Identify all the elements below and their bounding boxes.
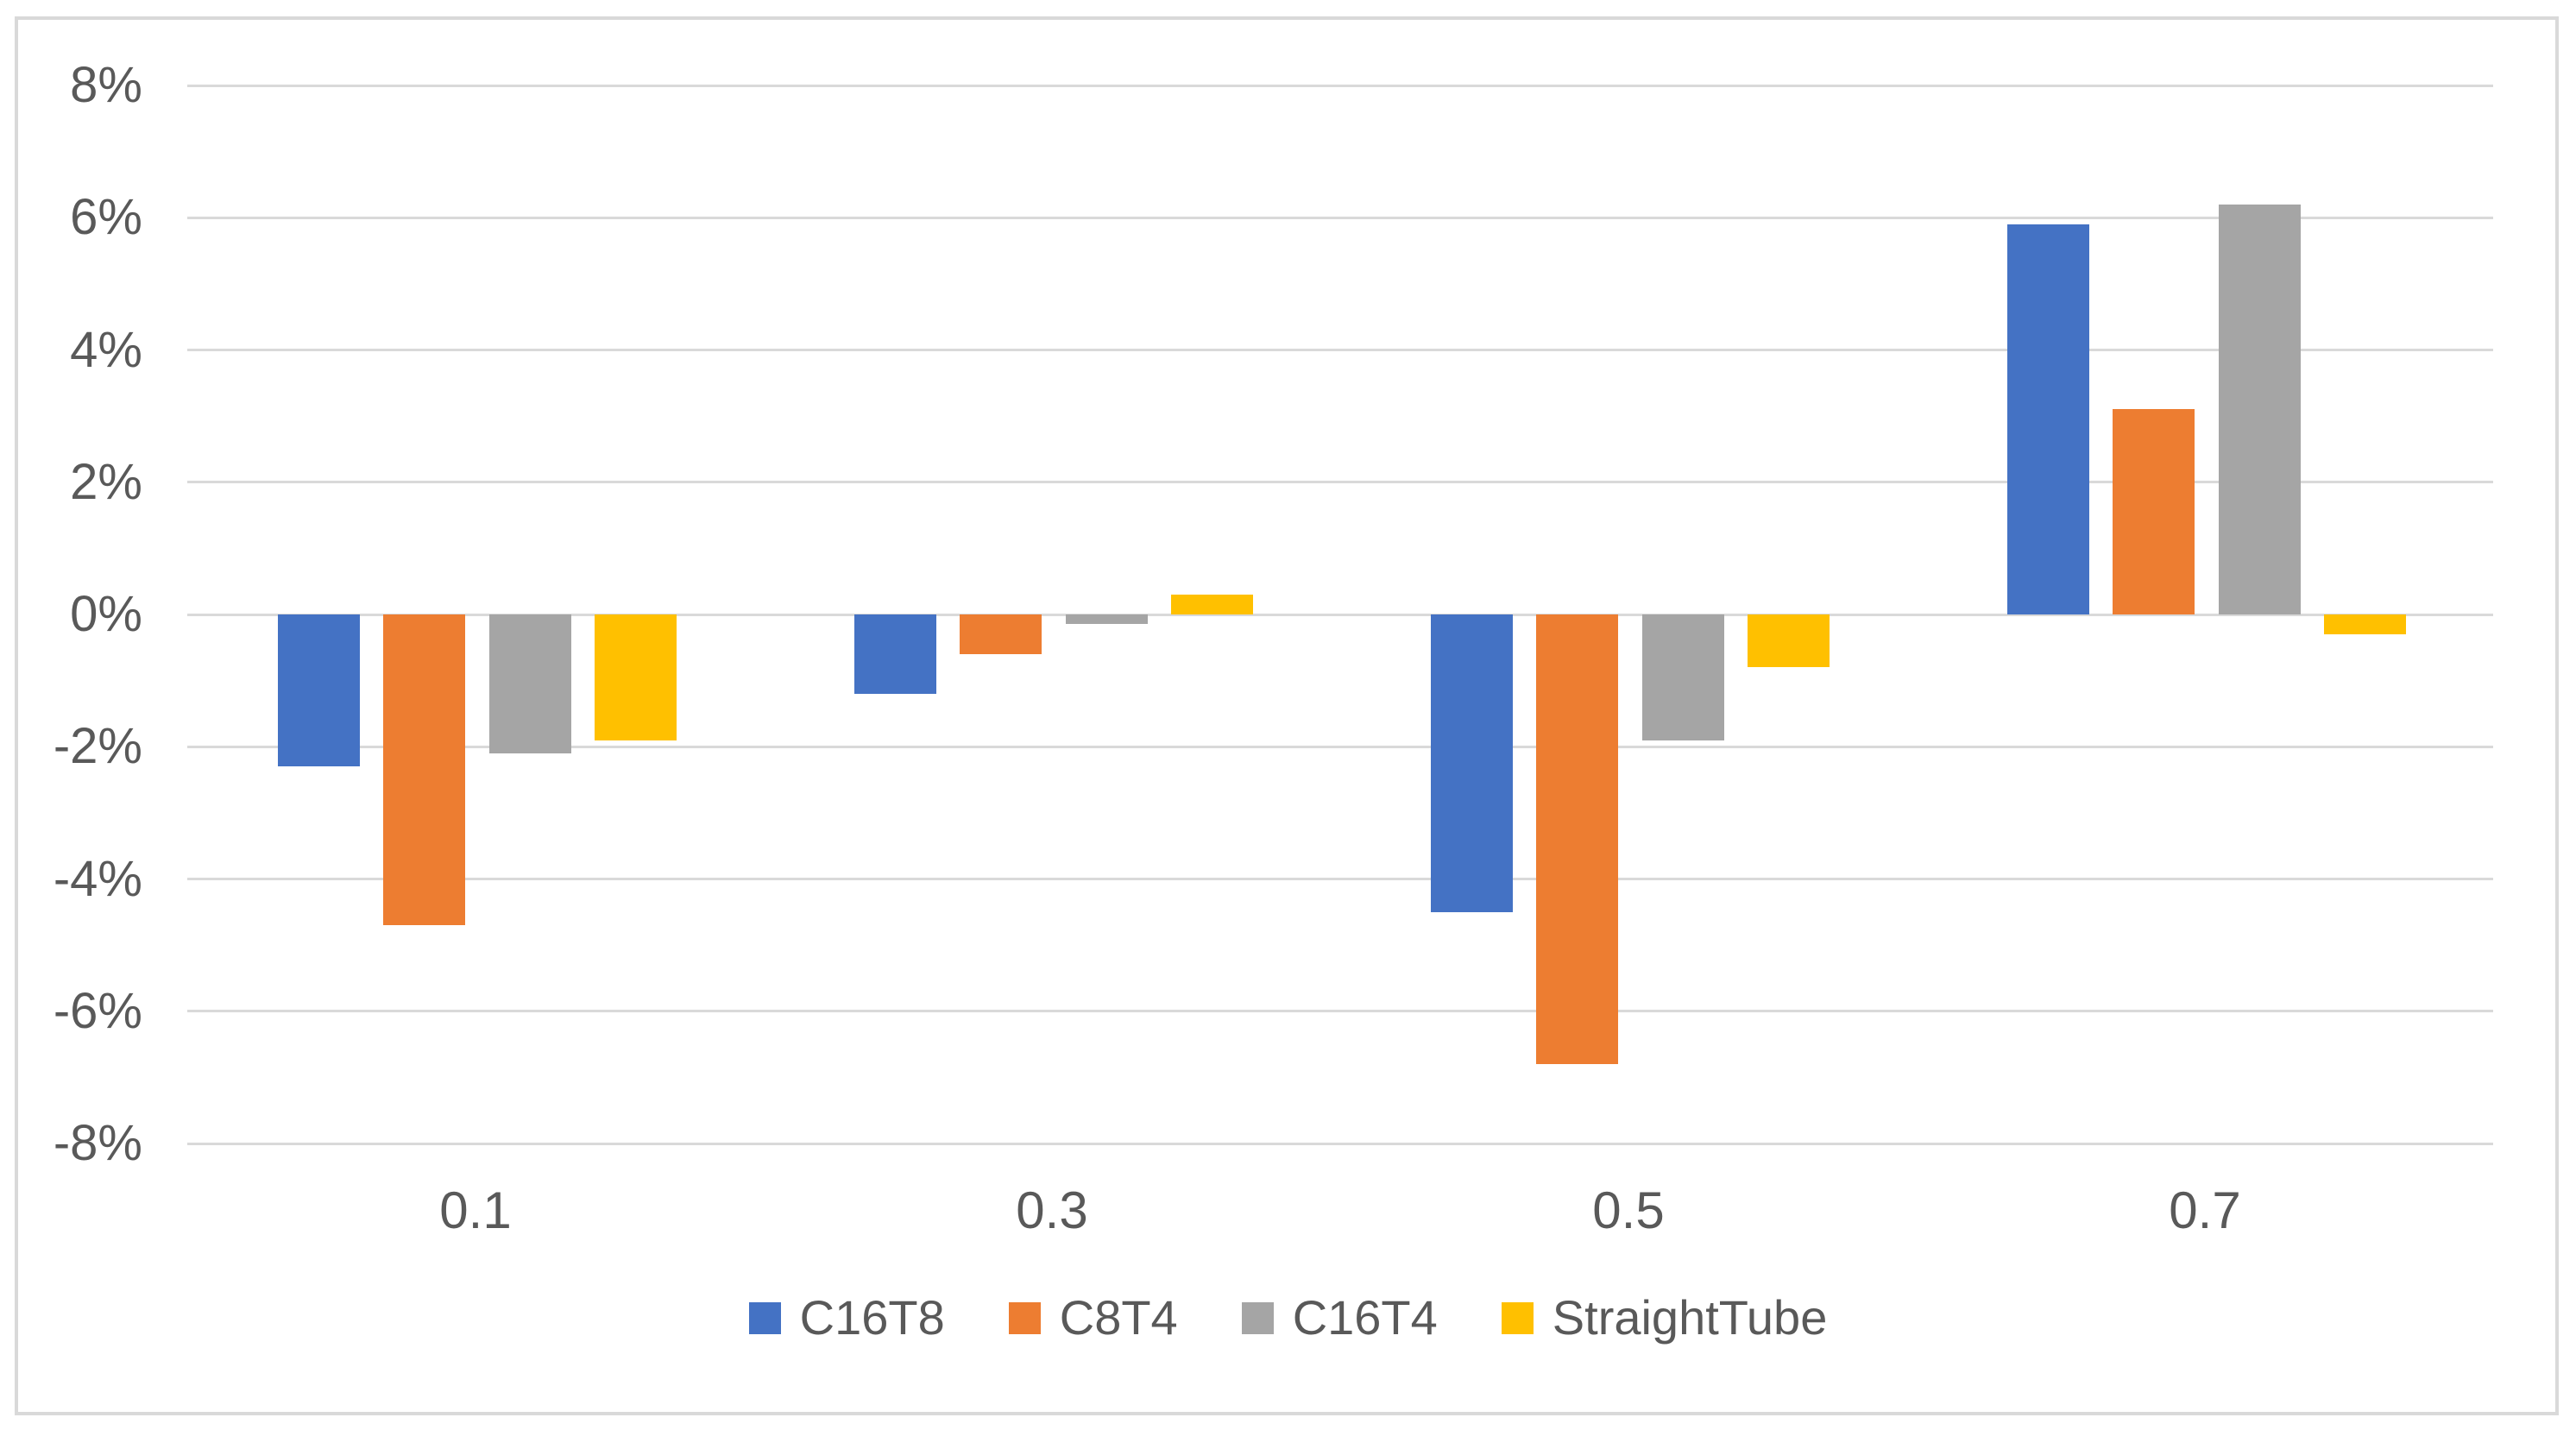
legend-item-C16T8: C16T8: [748, 1290, 945, 1345]
gridline--8pct: [187, 1142, 2493, 1145]
bar-C8T4-0.3: [960, 614, 1042, 654]
y-axis-tick-label: 2%: [70, 453, 142, 510]
bar-C16T8-0.1: [278, 614, 360, 767]
y-axis-tick-label: 4%: [70, 321, 142, 378]
y-axis-tick-label: 8%: [70, 57, 142, 113]
gridline-6pct: [187, 216, 2493, 219]
y-axis-tick-label: -8%: [53, 1115, 142, 1171]
bar-C8T4-0.1: [383, 614, 466, 926]
legend-item-C16T4: C16T4: [1241, 1290, 1438, 1345]
bar-C8T4-0.5: [1536, 614, 1619, 1065]
legend: C16T8 C8T4 C16T4 StraightTube: [0, 1290, 2576, 1345]
y-axis-tick-label: 0%: [70, 586, 142, 642]
x-axis-tick-label-0.3: 0.3: [1016, 1181, 1088, 1239]
legend-swatch-icon-C16T4: [1241, 1301, 1274, 1334]
bar-StraightTube-0.7: [2323, 614, 2406, 634]
legend-swatch-icon-StraightTube: [1501, 1301, 1534, 1334]
x-axis-tick-label-0.1: 0.1: [439, 1181, 512, 1239]
bar-C16T4-0.3: [1065, 614, 1148, 625]
legend-item-C8T4: C8T4: [1008, 1290, 1178, 1345]
bar-C16T4-0.1: [488, 614, 571, 753]
bar-C16T8-0.3: [854, 614, 936, 694]
gridline-2pct: [187, 481, 2493, 484]
legend-label-C16T8: C16T8: [799, 1290, 945, 1345]
bar-StraightTube-0.3: [1170, 595, 1253, 614]
legend-swatch-icon-C16T8: [748, 1301, 781, 1334]
bar-C16T4-0.5: [1641, 614, 1724, 740]
gridline--2pct: [187, 745, 2493, 748]
legend-label-C16T4: C16T4: [1292, 1290, 1438, 1345]
x-axis-tick-label-0.7: 0.7: [2169, 1181, 2241, 1239]
y-axis-tick-label: -6%: [53, 982, 142, 1039]
gridline--6pct: [187, 1010, 2493, 1013]
gridline-4pct: [187, 349, 2493, 351]
gridline--4pct: [187, 878, 2493, 880]
bar-C16T8-0.7: [2007, 224, 2089, 614]
legend-swatch-icon-C8T4: [1008, 1301, 1041, 1334]
bar-StraightTube-0.1: [594, 614, 677, 740]
legend-item-StraightTube: StraightTube: [1501, 1290, 1828, 1345]
y-axis-tick-label: -4%: [53, 850, 142, 907]
legend-label-StraightTube: StraightTube: [1552, 1290, 1828, 1345]
y-axis-tick-label: 6%: [70, 189, 142, 246]
y-axis-tick-label: -2%: [53, 718, 142, 775]
bar-C16T8-0.5: [1431, 614, 1513, 912]
gridline-8pct: [187, 84, 2493, 87]
x-axis-tick-label-0.5: 0.5: [1592, 1181, 1665, 1239]
bar-C16T4-0.7: [2218, 204, 2301, 614]
legend-label-C8T4: C8T4: [1059, 1290, 1178, 1345]
bar-StraightTube-0.5: [1747, 614, 1830, 668]
bar-C8T4-0.7: [2113, 409, 2195, 614]
gridline-0pct: [187, 613, 2493, 616]
